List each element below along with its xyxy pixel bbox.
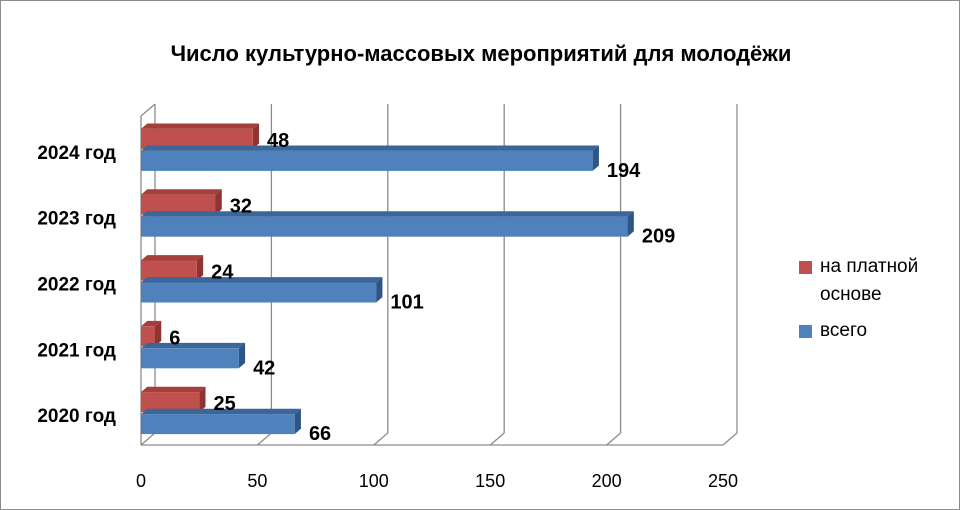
bar-total-front [141, 150, 593, 171]
bar-total-side [238, 342, 246, 369]
data-label-total: 101 [390, 292, 423, 314]
legend-label-paid: на платной основе [820, 256, 919, 305]
bar-total-top [141, 277, 383, 283]
legend-item-paid: на платной основе [799, 253, 949, 309]
bar-paid-top [141, 320, 162, 327]
x-tick-label: 200 [592, 471, 622, 491]
category-label: 2020 год [37, 406, 116, 427]
floor-gridline [256, 432, 272, 446]
bar-paid-side [215, 189, 222, 215]
bar-paid-front [141, 260, 197, 281]
category-label: 2024 год [37, 143, 116, 164]
chart-title: Число культурно-массовых мероприятий для… [171, 41, 792, 66]
legend: на платной основе всего [799, 253, 949, 353]
x-tick-label: 0 [136, 471, 146, 491]
data-label-paid: 24 [211, 262, 234, 284]
bar-paid [141, 189, 222, 215]
data-label-paid: 32 [230, 196, 252, 218]
bar-paid-front [141, 326, 155, 347]
floor-gridline [606, 432, 622, 446]
bar-paid-front [141, 194, 216, 215]
bar-paid-side [154, 320, 162, 347]
bar-total-top [141, 145, 599, 151]
bar-paid [141, 255, 204, 281]
data-label-total: 66 [309, 423, 331, 445]
bar-paid [141, 320, 162, 347]
legend-item-total: всего [799, 317, 949, 345]
bar-total [141, 145, 599, 171]
legend-swatch-paid [799, 261, 812, 274]
data-label-paid: 48 [267, 130, 289, 152]
x-tick-label: 50 [247, 471, 267, 491]
data-label-total: 194 [607, 160, 641, 182]
bar-total-side [592, 145, 599, 171]
bar-total [141, 342, 246, 369]
legend-swatch-total [799, 325, 812, 338]
x-tick-label: 250 [708, 471, 738, 491]
floor-gridline [489, 432, 505, 446]
bar-paid-front [141, 392, 200, 413]
bar-paid-top [141, 123, 260, 129]
bar-total [141, 277, 383, 303]
bar-paid-top [141, 386, 206, 393]
data-label-total: 209 [642, 226, 675, 248]
bar-total-side [294, 408, 301, 435]
bar-total-front [141, 414, 295, 435]
bar-total-top [141, 408, 301, 415]
data-label-total: 42 [253, 357, 275, 379]
bars [141, 123, 634, 435]
wall-edge [140, 103, 156, 117]
bar-paid-top [141, 189, 222, 195]
bar-total-side [376, 277, 383, 303]
bar-paid-side [199, 386, 206, 413]
floor-gridline [722, 432, 738, 446]
bar-paid-side [252, 123, 260, 149]
bar-total-side [627, 211, 634, 237]
data-label-paid: 25 [214, 393, 236, 415]
bar-total-front [141, 348, 239, 369]
bar-total [141, 408, 301, 435]
floor-gridline [140, 432, 156, 446]
bar-total-front [141, 282, 377, 303]
category-label: 2021 год [37, 340, 116, 361]
floor-gridline [373, 432, 389, 446]
x-tick-label: 100 [359, 471, 389, 491]
y-axis-categories: 2020 год 2021 год 2022 год 2023 год 2024 год [37, 143, 116, 427]
bar-paid-side [196, 255, 204, 281]
category-label: 2022 год [37, 275, 116, 296]
bar-paid-front [141, 128, 253, 149]
bar-paid-top [141, 255, 204, 261]
category-label: 2023 год [37, 209, 116, 230]
bar-paid [141, 386, 206, 413]
bar-paid [141, 123, 260, 149]
bar-total-top [141, 211, 634, 217]
bar-total [141, 211, 634, 237]
legend-label-total: всего [820, 320, 868, 341]
x-tick-label: 150 [475, 471, 505, 491]
bar-total-front [141, 216, 628, 237]
bar-total-top [141, 342, 246, 349]
data-label-paid: 6 [169, 327, 180, 349]
x-axis-ticks: 0 50 100 150 200 250 [136, 471, 738, 491]
